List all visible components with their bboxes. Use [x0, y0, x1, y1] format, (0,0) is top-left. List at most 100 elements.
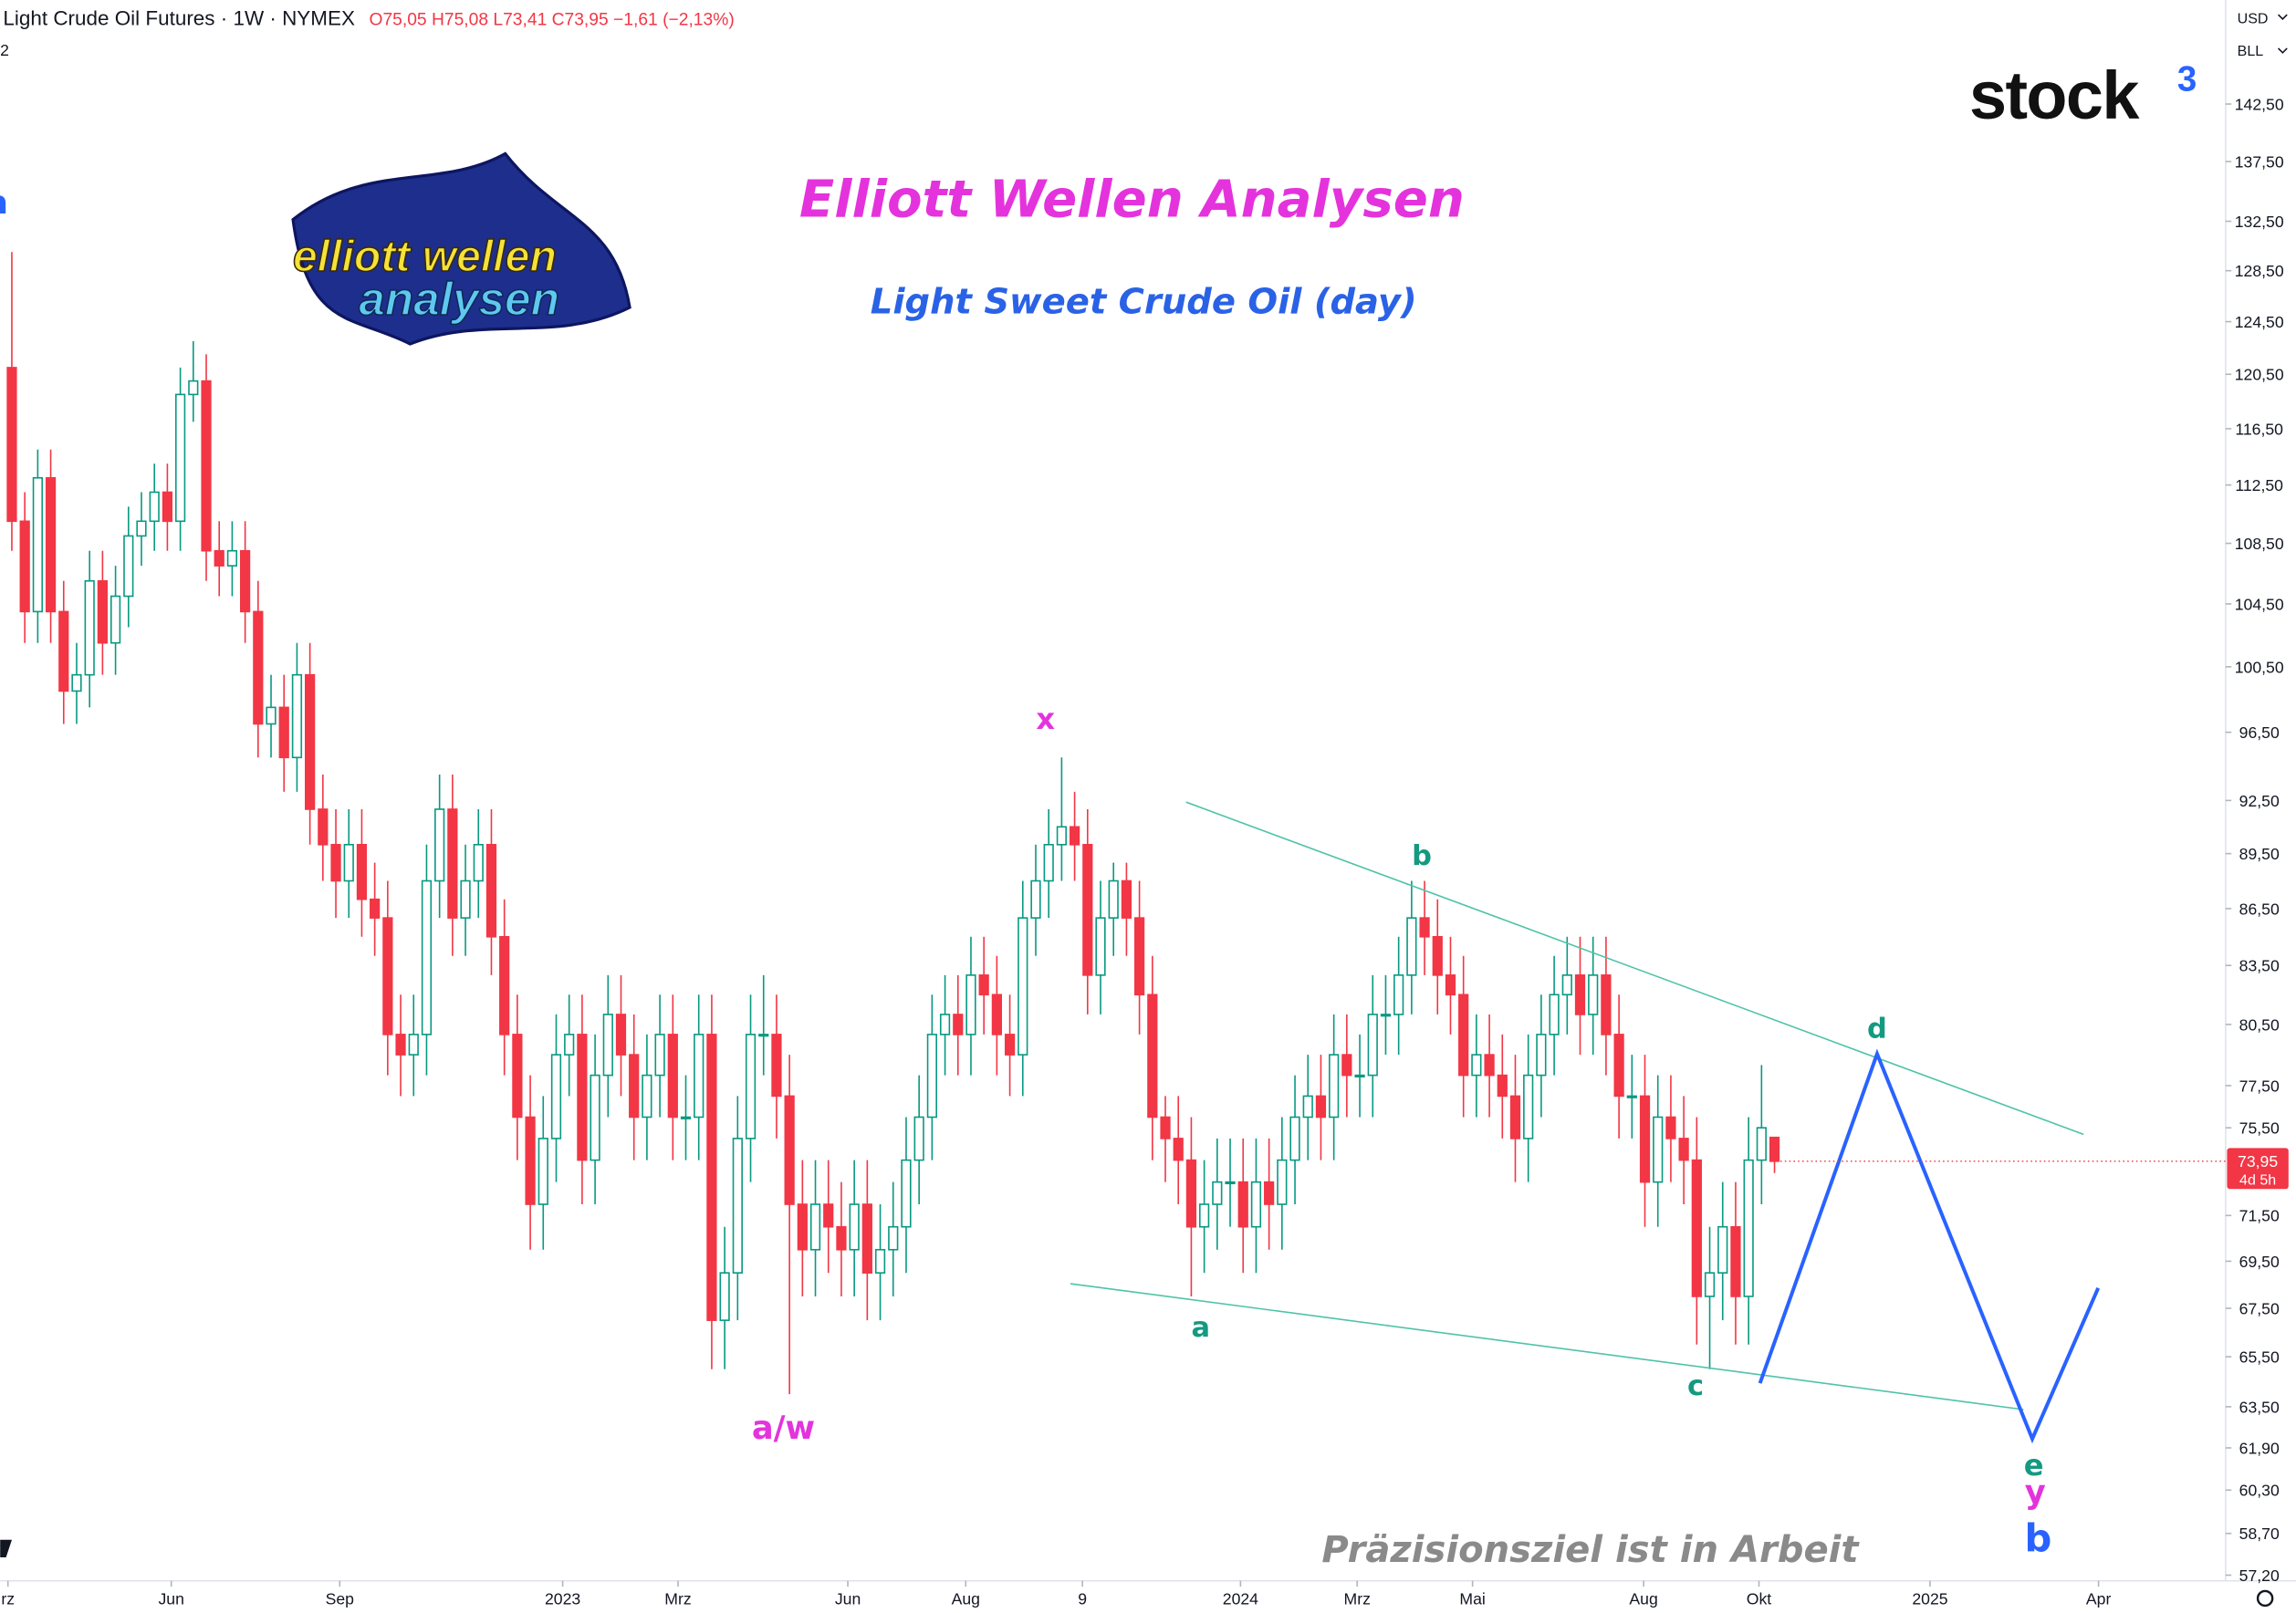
candle-body — [1704, 1272, 1716, 1297]
candle-body — [564, 1034, 575, 1056]
candle-body — [1574, 974, 1586, 1015]
candle-body — [1082, 844, 1093, 976]
candle-body — [473, 844, 484, 882]
candle-body — [926, 1034, 937, 1119]
candle-body — [240, 549, 251, 613]
y-tick-label: 112,50 — [2235, 476, 2283, 494]
price-tag-label: 73,95 — [2238, 1152, 2278, 1171]
lower-trendline — [1070, 1283, 2024, 1410]
candle-body — [991, 994, 1002, 1035]
y-tick-label: 108,50 — [2235, 535, 2284, 553]
x-tick-label: Mrz — [664, 1589, 691, 1608]
brand-stock: stock — [1969, 57, 2140, 133]
candle-body — [1043, 844, 1054, 882]
candle-body — [305, 673, 316, 810]
candle-body — [861, 1203, 872, 1274]
candle-body — [370, 898, 381, 919]
candle-body — [809, 1203, 821, 1251]
candle-body — [1185, 1159, 1197, 1228]
x-tick-label: 2023 — [545, 1589, 580, 1608]
candle-body — [642, 1074, 652, 1119]
candle-body — [1639, 1095, 1651, 1183]
candle-body — [836, 1225, 847, 1251]
candle-body — [823, 1203, 834, 1228]
candle-body — [1173, 1138, 1184, 1161]
countdown-label: 4d 5h — [2239, 1171, 2276, 1188]
y-tick-label: 132,50 — [2235, 213, 2284, 231]
y-tick-label: 83,50 — [2239, 957, 2280, 975]
badge[interactable]: 2 — [0, 41, 9, 59]
candle-body — [1095, 917, 1106, 976]
candle-body — [1199, 1203, 1210, 1228]
y-tick-label: 71,50 — [2239, 1207, 2280, 1225]
candle-body — [1212, 1181, 1223, 1205]
candle-body — [1147, 994, 1158, 1119]
candle-body — [1069, 826, 1080, 846]
candle-body — [849, 1203, 860, 1251]
candle-body — [1277, 1159, 1288, 1205]
y-tick-label: 124,50 — [2235, 313, 2284, 331]
y-tick-label: 128,50 — [2235, 262, 2284, 280]
candle-body — [1250, 1181, 1262, 1228]
candle-body — [694, 1034, 704, 1119]
candle-body — [1536, 1034, 1547, 1077]
candle-body — [499, 935, 510, 1035]
candle-body — [45, 476, 57, 613]
y-tick-label: 75,50 — [2239, 1119, 2280, 1138]
x-tick-label: Jun — [158, 1589, 183, 1608]
y-tick-label: 86,50 — [2239, 900, 2280, 918]
y-tick-label: 89,50 — [2239, 845, 2280, 863]
candle-body — [1264, 1181, 1275, 1205]
y-tick-label: 65,50 — [2239, 1348, 2280, 1367]
candle-body — [1769, 1136, 1780, 1162]
x-tick-label: Okt — [1747, 1589, 1772, 1608]
candle-body — [343, 844, 354, 882]
y-tick-label: 80,50 — [2239, 1015, 2280, 1034]
candle-body — [525, 1116, 536, 1205]
candle-body — [123, 535, 134, 598]
chart-title: Elliott Wellen Analysen — [799, 170, 1465, 229]
unit[interactable]: BLL — [2238, 43, 2264, 59]
candle-body — [1133, 917, 1145, 996]
wave-label: a — [0, 184, 8, 222]
candle-body — [1419, 917, 1430, 938]
wave-label: x — [1036, 702, 1055, 736]
y-tick-label: 77,50 — [2239, 1077, 2280, 1095]
candle-body — [1691, 1159, 1702, 1297]
x-tick-label: Apr — [2086, 1589, 2112, 1608]
settings-icon[interactable] — [2256, 1589, 2274, 1608]
candle-body — [1030, 879, 1041, 919]
candle-body — [1484, 1054, 1495, 1077]
candle-body — [162, 491, 173, 523]
logo-flag — [291, 151, 631, 346]
candle-body — [550, 1054, 562, 1140]
candle-body — [901, 1159, 912, 1228]
upper-trendline — [1185, 801, 2084, 1136]
candle-body — [1004, 1034, 1016, 1056]
candle-body — [291, 673, 303, 759]
x-tick-label: 9 — [1078, 1589, 1087, 1608]
y-tick-label: 104,50 — [2235, 595, 2284, 613]
candle-body — [1406, 917, 1417, 976]
wave-label: b — [2025, 1516, 2052, 1561]
candle-body — [1393, 974, 1404, 1015]
y-tick-label: 60,30 — [2239, 1482, 2280, 1500]
x-tick-label: 2025 — [1912, 1589, 1947, 1608]
candle-body — [939, 1014, 951, 1035]
y-tick-label: 69,50 — [2239, 1253, 2280, 1271]
x-tick-label: Mrz — [1344, 1589, 1371, 1608]
candle-body — [395, 1034, 406, 1056]
candle-body — [1717, 1225, 1728, 1274]
candle-body — [978, 974, 989, 996]
footer-note: Präzisionsziel ist in Arbeit — [1321, 1529, 1860, 1571]
candle-body — [512, 1034, 523, 1119]
candle-body — [874, 1248, 886, 1274]
candle-body — [1018, 917, 1028, 1056]
y-tick-label: 100,50 — [2235, 658, 2284, 676]
candle-body — [1653, 1116, 1664, 1183]
candle-body — [460, 879, 471, 919]
candle-body — [590, 1074, 600, 1161]
logo-line1: elliott wellen — [293, 232, 557, 281]
currency[interactable]: USD — [2238, 11, 2269, 27]
